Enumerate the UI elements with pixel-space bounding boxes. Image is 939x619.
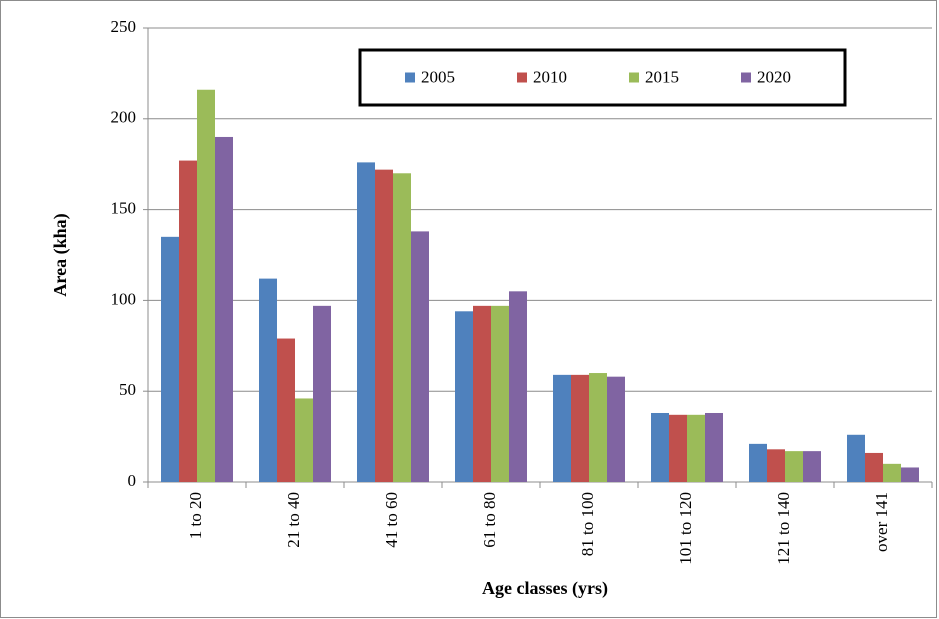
x-tick-label: 1 to 20 — [186, 492, 205, 539]
bar — [455, 311, 473, 482]
x-tick-label: 61 to 80 — [480, 492, 499, 548]
y-tick-label: 150 — [111, 199, 137, 218]
x-tick-label: 101 to 120 — [676, 492, 695, 565]
bar — [669, 414, 687, 482]
bar — [651, 412, 669, 482]
bar — [705, 412, 723, 482]
bar — [277, 338, 295, 482]
x-tick-label: over 141 — [872, 492, 891, 552]
bar — [375, 169, 393, 482]
bar — [357, 162, 375, 482]
legend-label: 2005 — [421, 67, 455, 86]
bar — [473, 305, 491, 482]
bar — [509, 291, 527, 482]
bar — [491, 305, 509, 482]
bar — [215, 136, 233, 482]
y-tick-label: 250 — [111, 17, 137, 36]
bar — [847, 434, 865, 482]
legend-label: 2015 — [645, 67, 679, 86]
bar — [553, 374, 571, 482]
y-tick-label: 50 — [119, 380, 136, 399]
bar — [161, 236, 179, 482]
legend-label: 2020 — [757, 67, 791, 86]
bar — [571, 374, 589, 482]
legend-swatch — [629, 72, 639, 83]
bar — [393, 173, 411, 482]
y-tick-label: 100 — [111, 289, 137, 308]
y-tick-label: 200 — [111, 108, 137, 127]
legend-swatch — [405, 72, 415, 83]
bar — [411, 231, 429, 482]
bar — [687, 414, 705, 482]
bar — [295, 398, 313, 482]
bar — [901, 467, 919, 482]
bar — [313, 305, 331, 482]
legend-label: 2010 — [533, 67, 567, 86]
y-tick-label: 0 — [128, 471, 137, 490]
x-axis-title: Age classes (yrs) — [482, 578, 608, 599]
bar — [767, 449, 785, 482]
x-tick-label: 121 to 140 — [774, 492, 793, 565]
bar — [749, 443, 767, 482]
y-axis-title: Area (kha) — [50, 213, 71, 296]
bar — [607, 376, 625, 482]
bar — [785, 451, 803, 482]
bar — [883, 463, 901, 482]
bar — [179, 160, 197, 482]
x-tick-label: 21 to 40 — [284, 492, 303, 548]
legend-box — [358, 48, 847, 107]
legend-swatch — [741, 72, 751, 83]
bar — [197, 89, 215, 482]
bar — [259, 278, 277, 482]
legend-swatch — [517, 72, 527, 83]
bar — [865, 452, 883, 482]
bar — [803, 451, 821, 482]
x-tick-label: 81 to 100 — [578, 492, 597, 556]
bar — [589, 373, 607, 482]
x-tick-label: 41 to 60 — [382, 492, 401, 548]
